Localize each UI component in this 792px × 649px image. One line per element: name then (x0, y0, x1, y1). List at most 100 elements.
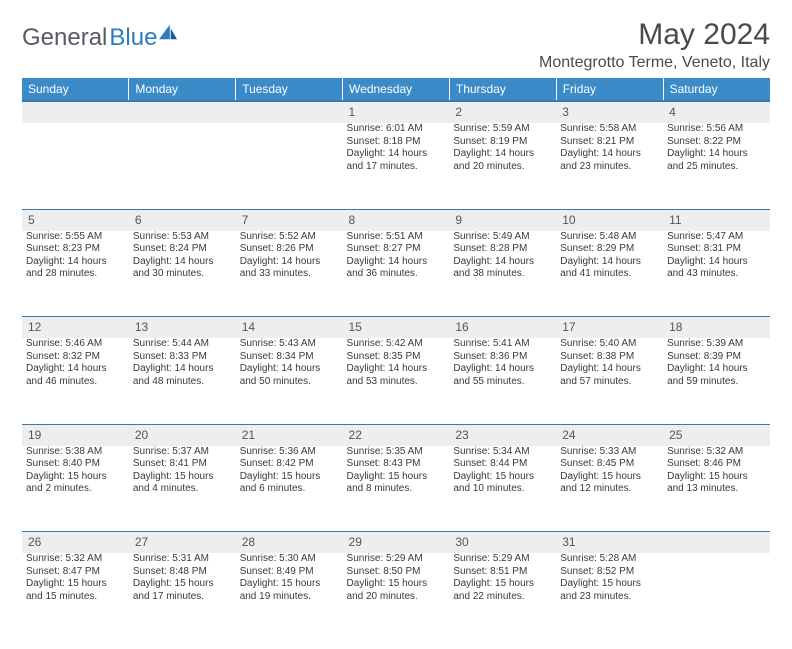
daylight-text: and 48 minutes. (133, 376, 232, 389)
daylight-text: Daylight: 15 hours (453, 471, 552, 484)
daylight-text: and 19 minutes. (240, 591, 339, 604)
daylight-text: Daylight: 14 hours (347, 148, 446, 161)
day-cell: Sunrise: 5:48 AMSunset: 8:29 PMDaylight:… (556, 231, 663, 317)
daylight-text: Daylight: 15 hours (347, 578, 446, 591)
sunset-text: Sunset: 8:21 PM (560, 136, 659, 149)
daylight-text: and 17 minutes. (133, 591, 232, 604)
day-number-cell: 19 (22, 424, 129, 446)
day-number-row: 19202122232425 (22, 424, 770, 446)
sunset-text: Sunset: 8:32 PM (26, 351, 125, 364)
daylight-text: Daylight: 14 hours (26, 256, 125, 269)
daylight-text: and 57 minutes. (560, 376, 659, 389)
day-number-cell: 31 (556, 532, 663, 554)
daylight-text: and 22 minutes. (453, 591, 552, 604)
daylight-text: Daylight: 14 hours (240, 363, 339, 376)
brand-part2: Blue (109, 24, 157, 52)
daylight-text: and 15 minutes. (26, 591, 125, 604)
day-cell: Sunrise: 5:29 AMSunset: 8:50 PMDaylight:… (343, 553, 450, 639)
day-data-row: Sunrise: 5:46 AMSunset: 8:32 PMDaylight:… (22, 338, 770, 424)
day-number-cell (663, 532, 770, 554)
daylight-text: and 30 minutes. (133, 268, 232, 281)
day-number-cell: 22 (343, 424, 450, 446)
daylight-text: Daylight: 14 hours (560, 148, 659, 161)
day-cell: Sunrise: 5:47 AMSunset: 8:31 PMDaylight:… (663, 231, 770, 317)
sunrise-text: Sunrise: 5:28 AM (560, 553, 659, 566)
daylight-text: Daylight: 15 hours (133, 578, 232, 591)
day-cell: Sunrise: 5:59 AMSunset: 8:19 PMDaylight:… (449, 123, 556, 209)
sunrise-text: Sunrise: 5:53 AM (133, 231, 232, 244)
sunrise-text: Sunrise: 5:52 AM (240, 231, 339, 244)
daylight-text: and 59 minutes. (667, 376, 766, 389)
sunrise-text: Sunrise: 5:59 AM (453, 123, 552, 136)
daylight-text: Daylight: 14 hours (133, 363, 232, 376)
daylight-text: Daylight: 14 hours (453, 363, 552, 376)
sunset-text: Sunset: 8:45 PM (560, 458, 659, 471)
sunset-text: Sunset: 8:23 PM (26, 243, 125, 256)
sunrise-text: Sunrise: 5:56 AM (667, 123, 766, 136)
day-cell: Sunrise: 5:52 AMSunset: 8:26 PMDaylight:… (236, 231, 343, 317)
sunset-text: Sunset: 8:43 PM (347, 458, 446, 471)
day-cell (236, 123, 343, 209)
day-cell: Sunrise: 5:46 AMSunset: 8:32 PMDaylight:… (22, 338, 129, 424)
page-header: GeneralBlue May 2024 Montegrotto Terme, … (22, 18, 770, 72)
sail-icon (157, 23, 179, 41)
day-cell: Sunrise: 5:33 AMSunset: 8:45 PMDaylight:… (556, 446, 663, 532)
daylight-text: and 12 minutes. (560, 483, 659, 496)
day-number-row: 12131415161718 (22, 317, 770, 339)
sunset-text: Sunset: 8:41 PM (133, 458, 232, 471)
day-number-cell (236, 101, 343, 123)
sunrise-text: Sunrise: 5:48 AM (560, 231, 659, 244)
sunrise-text: Sunrise: 5:29 AM (453, 553, 552, 566)
sunrise-text: Sunrise: 5:31 AM (133, 553, 232, 566)
day-number-cell: 27 (129, 532, 236, 554)
sunrise-text: Sunrise: 5:58 AM (560, 123, 659, 136)
sunrise-text: Sunrise: 5:29 AM (347, 553, 446, 566)
daylight-text: and 23 minutes. (560, 591, 659, 604)
daylight-text: Daylight: 15 hours (347, 471, 446, 484)
sunset-text: Sunset: 8:48 PM (133, 566, 232, 579)
day-number-cell: 14 (236, 317, 343, 339)
daylight-text: and 10 minutes. (453, 483, 552, 496)
day-cell: Sunrise: 5:38 AMSunset: 8:40 PMDaylight:… (22, 446, 129, 532)
day-number-cell: 23 (449, 424, 556, 446)
daylight-text: Daylight: 14 hours (347, 256, 446, 269)
daylight-text: and 8 minutes. (347, 483, 446, 496)
sunset-text: Sunset: 8:24 PM (133, 243, 232, 256)
sunrise-text: Sunrise: 5:41 AM (453, 338, 552, 351)
sunset-text: Sunset: 8:31 PM (667, 243, 766, 256)
calendar-page: GeneralBlue May 2024 Montegrotto Terme, … (0, 0, 792, 649)
sunset-text: Sunset: 8:51 PM (453, 566, 552, 579)
day-number-cell: 30 (449, 532, 556, 554)
day-number-cell: 17 (556, 317, 663, 339)
day-number-cell: 20 (129, 424, 236, 446)
daylight-text: Daylight: 14 hours (26, 363, 125, 376)
calendar-thead: SundayMondayTuesdayWednesdayThursdayFrid… (22, 78, 770, 101)
sunrise-text: Sunrise: 5:44 AM (133, 338, 232, 351)
daylight-text: Daylight: 15 hours (26, 578, 125, 591)
daylight-text: and 4 minutes. (133, 483, 232, 496)
daylight-text: and 41 minutes. (560, 268, 659, 281)
day-cell: Sunrise: 5:32 AMSunset: 8:47 PMDaylight:… (22, 553, 129, 639)
day-cell: Sunrise: 5:39 AMSunset: 8:39 PMDaylight:… (663, 338, 770, 424)
sunset-text: Sunset: 8:33 PM (133, 351, 232, 364)
day-number-cell: 18 (663, 317, 770, 339)
sunset-text: Sunset: 8:50 PM (347, 566, 446, 579)
day-cell: Sunrise: 5:31 AMSunset: 8:48 PMDaylight:… (129, 553, 236, 639)
day-cell: Sunrise: 5:53 AMSunset: 8:24 PMDaylight:… (129, 231, 236, 317)
day-number-cell: 29 (343, 532, 450, 554)
day-cell: Sunrise: 5:28 AMSunset: 8:52 PMDaylight:… (556, 553, 663, 639)
day-cell: Sunrise: 5:30 AMSunset: 8:49 PMDaylight:… (236, 553, 343, 639)
daylight-text: Daylight: 15 hours (667, 471, 766, 484)
day-number-cell: 13 (129, 317, 236, 339)
day-cell: Sunrise: 6:01 AMSunset: 8:18 PMDaylight:… (343, 123, 450, 209)
day-number-cell: 2 (449, 101, 556, 123)
sunrise-text: Sunrise: 5:37 AM (133, 446, 232, 459)
brand-part1: General (22, 24, 107, 52)
day-cell: Sunrise: 5:41 AMSunset: 8:36 PMDaylight:… (449, 338, 556, 424)
daylight-text: and 23 minutes. (560, 161, 659, 174)
daylight-text: Daylight: 15 hours (133, 471, 232, 484)
day-cell: Sunrise: 5:56 AMSunset: 8:22 PMDaylight:… (663, 123, 770, 209)
day-number-row: 1234 (22, 101, 770, 123)
sunrise-text: Sunrise: 5:39 AM (667, 338, 766, 351)
sunset-text: Sunset: 8:52 PM (560, 566, 659, 579)
